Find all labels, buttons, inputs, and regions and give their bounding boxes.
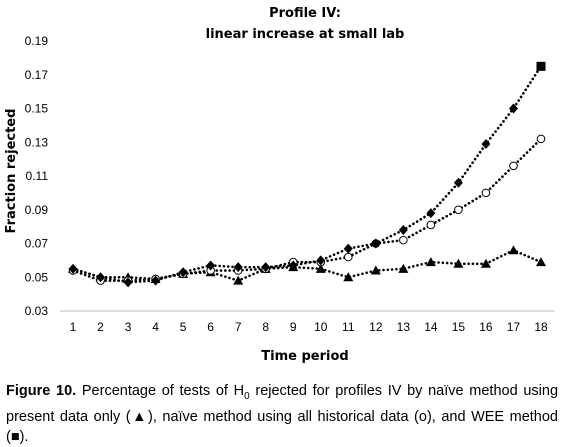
caption-text-2: rejected for profiles IV by naïve method…	[6, 383, 559, 445]
x-tick-label: 7	[235, 320, 242, 334]
x-tick-label: 18	[534, 320, 548, 334]
x-tick-label: 8	[262, 320, 269, 334]
data-point-triangle	[315, 263, 326, 273]
caption-label: Figure 10.	[6, 383, 77, 399]
x-tick-label: 4	[152, 320, 159, 334]
data-point-filled-diamond	[151, 275, 161, 286]
data-point-filled-diamond	[261, 262, 271, 273]
data-point-triangle	[508, 245, 519, 255]
series-group	[68, 61, 546, 288]
x-tick-label: 16	[479, 320, 493, 334]
y-tick-label: 0.05	[25, 270, 49, 284]
y-tick-label: 0.07	[25, 237, 49, 251]
y-tick-label: 0.17	[25, 68, 49, 82]
data-point-filled-diamond	[508, 103, 518, 114]
x-tick-label: 13	[397, 320, 411, 334]
data-point-open-circle	[536, 134, 546, 144]
data-point-filled-diamond	[371, 238, 381, 249]
data-point-triangle	[480, 258, 491, 268]
data-point-filled-square	[536, 61, 546, 71]
data-point-triangle	[536, 257, 546, 267]
caption-subscript: 0	[244, 390, 250, 402]
y-tick-labels: 0.03 0.05 0.07 0.09 0.11 0.13 0.15 0.17 0.19	[25, 34, 49, 318]
chart-title: Profile IV:	[269, 6, 341, 21]
data-point-open-circle	[509, 161, 518, 171]
data-point-filled-diamond	[343, 243, 353, 254]
x-tick-label: 15	[452, 320, 466, 334]
data-point-filled-diamond	[233, 262, 243, 273]
data-point-open-circle	[343, 252, 353, 262]
data-point-open-circle	[426, 220, 436, 230]
data-point-triangle	[233, 275, 244, 285]
figure-caption: Figure 10. Percentage of tests of H0 rej…	[6, 381, 558, 447]
x-tick-label: 1	[70, 320, 77, 334]
series-line-filled-diamond	[71, 65, 543, 284]
chart: Profile IV: linear increase at small lab…	[4, 6, 555, 364]
y-tick-label: 0.15	[25, 102, 49, 116]
y-tick-label: 0.09	[25, 203, 49, 217]
x-tick-label: 9	[290, 320, 297, 334]
x-tick-label: 11	[342, 320, 355, 334]
data-point-triangle	[425, 257, 436, 267]
data-point-open-circle	[454, 205, 463, 215]
data-point-filled-diamond	[123, 277, 133, 288]
x-tick-label: 2	[97, 320, 104, 334]
y-tick-label: 0.03	[25, 304, 49, 318]
data-point-triangle	[370, 265, 381, 275]
data-point-filled-diamond	[288, 260, 298, 271]
x-tick-labels: 1 2 3 4 5 6 7 8 9 10 11 12 13 14 15 16 17 18	[70, 320, 548, 334]
data-point-open-circle	[481, 188, 491, 198]
x-axis-label: Time period	[261, 349, 348, 364]
data-point-filled-diamond	[316, 255, 326, 266]
x-tick-label: 10	[314, 320, 328, 334]
data-point-triangle	[453, 258, 464, 268]
chart-subtitle: linear increase at small lab	[206, 27, 405, 42]
y-tick-label: 0.11	[26, 169, 49, 183]
series-line-open-circle	[71, 137, 543, 282]
data-point-filled-diamond	[481, 138, 491, 149]
data-point-filled-diamond	[206, 260, 216, 271]
x-tick-label: 6	[207, 320, 214, 334]
caption-text-1: Percentage of tests of H	[81, 383, 245, 399]
x-tick-label: 17	[507, 320, 521, 334]
data-point-filled-diamond	[178, 267, 188, 278]
data-point-filled-diamond	[453, 177, 463, 188]
data-point-open-circle	[399, 235, 408, 245]
series-line-triangle	[71, 248, 543, 283]
x-tick-label: 12	[369, 320, 383, 334]
y-tick-label: 0.19	[25, 34, 49, 48]
x-tick-label: 3	[125, 320, 132, 334]
data-point-filled-diamond	[426, 208, 436, 219]
data-point-triangle	[398, 263, 409, 273]
data-point-filled-diamond	[96, 272, 106, 283]
x-tick-label: 5	[180, 320, 187, 334]
data-point-triangle	[343, 272, 354, 282]
y-tick-label: 0.13	[25, 135, 49, 149]
y-axis-label: Fraction rejected	[4, 109, 19, 234]
x-tick-label: 14	[424, 320, 438, 334]
data-point-filled-diamond	[398, 225, 408, 235]
data-point-filled-diamond	[68, 263, 78, 274]
